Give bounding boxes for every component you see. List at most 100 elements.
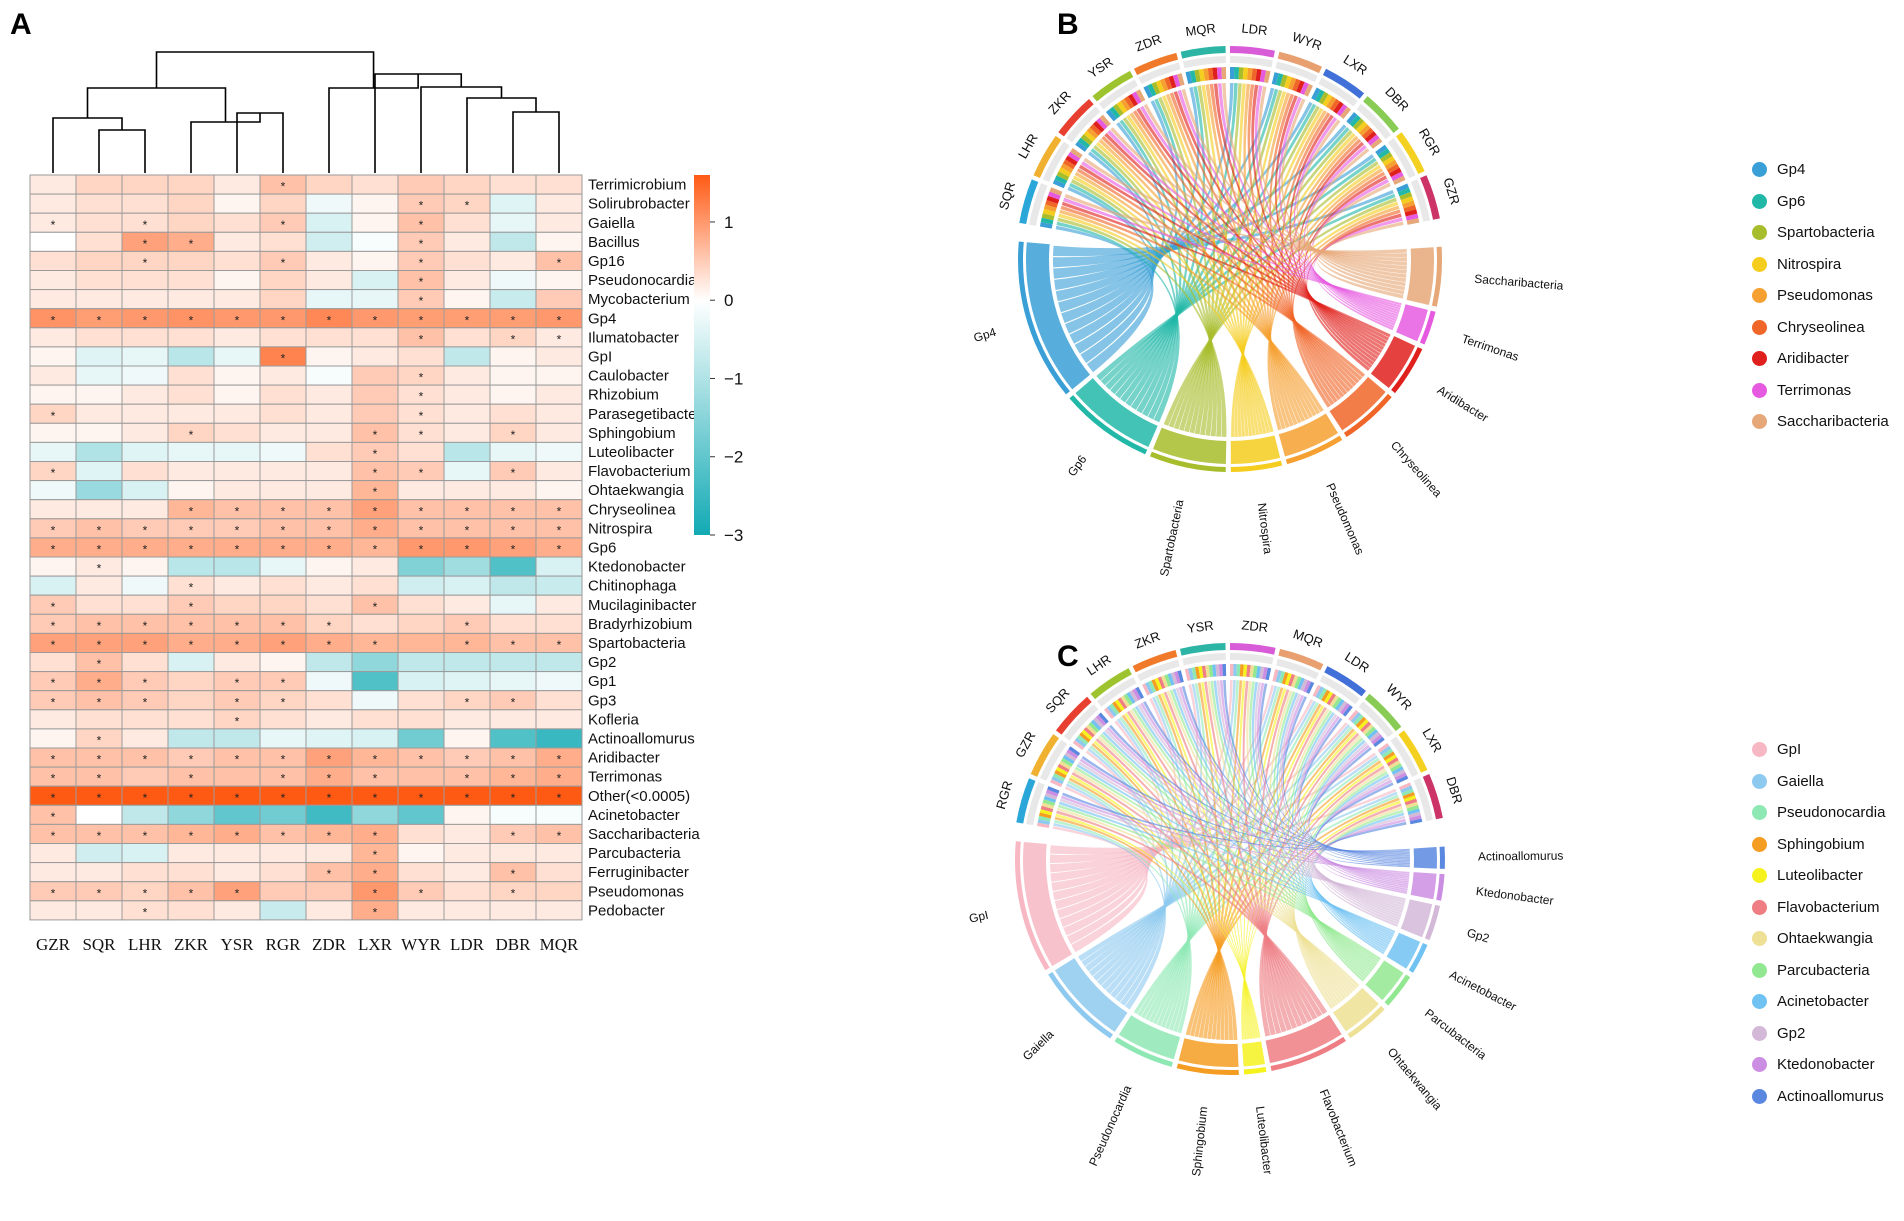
significance-mark: * [97,562,102,576]
sample-segment [1189,70,1197,83]
significance-mark: * [281,218,286,232]
heatmap-cell [259,900,307,921]
row-label: Mycobacterium [588,291,690,308]
sample-arc [1030,734,1059,777]
heatmap-cell [259,231,307,252]
significance-mark: * [143,638,148,652]
sample-segment [1404,209,1418,217]
heatmap-cell [443,556,491,577]
significance-mark: * [419,466,424,480]
sample-segment [1303,83,1313,97]
dendrogram-link [420,86,503,173]
significance-mark: * [419,409,424,423]
taxon-band [1365,960,1404,1001]
heatmap-cell [443,652,491,673]
heatmap-cell [443,346,491,367]
sample-segment [1127,93,1138,107]
heatmap-cell [259,365,307,386]
chord-ribbon [1061,201,1391,338]
sample-segment [1036,822,1050,829]
chord-ribbon [1058,801,1396,933]
heatmap-cell [305,441,353,462]
significance-mark: * [511,772,516,786]
heatmap-cell [397,556,445,577]
significance-mark: * [465,523,470,537]
significance-mark: * [511,695,516,709]
sample-segment [1039,222,1053,229]
significance-mark: * [51,886,56,900]
heatmap-cell [121,709,169,730]
sample-segment [1386,757,1399,767]
sample-track [1230,653,1274,665]
sample-segment [1191,667,1198,680]
sample-label: ZKR [1045,88,1074,117]
legend-swatch [1752,931,1767,947]
heatmap-cell [351,671,399,692]
chord-ribbon [1053,189,1394,257]
heatmap-cell [535,881,583,902]
sample-track [1358,701,1394,738]
sample-track [1388,138,1416,179]
significance-mark: * [419,753,424,767]
legend-swatch [1752,994,1767,1010]
legend-c: GpI Gaiella Pseudonocardia Sphingobium Luteo… [1752,734,1885,1112]
heatmap-cell [305,709,353,730]
heatmap-cell [305,231,353,252]
sample-segment [1041,802,1055,810]
significance-mark: * [465,772,470,786]
sample-segment [1142,683,1151,696]
row-label: Chryseolinea [588,501,676,518]
sample-segment [1047,786,1060,794]
chord-ribbon [1243,688,1287,1040]
heatmap-cell [443,384,491,405]
legend-item: Saccharibacteria [1752,406,1889,438]
significance-mark: * [51,542,56,556]
chord-ribbons [1050,680,1411,1041]
significance-mark: * [189,313,194,327]
sample-segment [1168,75,1177,89]
significance-mark: * [373,886,378,900]
heatmap-cell [75,441,123,462]
significance-mark: * [281,638,286,652]
significance-mark: * [281,772,286,786]
sample-segment [1194,69,1201,83]
sample-segment [1350,712,1362,724]
sample-segment [1238,67,1244,80]
significance-mark: * [419,237,424,251]
sample-segment [1070,148,1083,159]
sample-track [1182,653,1226,666]
significance-mark: * [419,371,424,385]
sample-segment [1131,91,1142,105]
taxon-arc [1431,246,1442,307]
sample-segment [1230,664,1234,677]
panel-a-label: A [10,8,32,41]
legend-item: Gp4 [1752,154,1889,186]
significance-mark: * [373,848,378,862]
heatmap-cell [397,843,445,864]
sample-segment [1042,208,1056,217]
sample-segment [1408,811,1421,818]
taxon-label: Gaiella [1020,1027,1057,1063]
heatmap-cell [75,422,123,443]
row-label: Saccharibacteria [588,826,700,843]
chord-ribbon [1089,745,1190,1031]
sample-segment [1112,701,1122,713]
legend-swatch [1752,193,1767,209]
sample-segment [1265,667,1272,681]
heatmap-cell [397,594,445,615]
sample-segment [1312,684,1322,698]
sample-segment [1367,134,1380,146]
row-label: Luteolibacter [588,444,674,461]
sample-segment [1355,121,1368,133]
sample-segment [1113,103,1124,117]
legend-label: Terrimonas [1777,381,1852,399]
sample-segment [1046,195,1060,204]
heatmap-cell [213,862,261,883]
significance-mark: * [97,753,102,767]
sample-label: LDR [1342,649,1372,676]
significance-mark: * [235,791,240,805]
heatmap-cell [397,346,445,367]
taxon-band [1386,932,1421,969]
significance-mark: * [97,886,102,900]
heatmap-cell [351,289,399,310]
